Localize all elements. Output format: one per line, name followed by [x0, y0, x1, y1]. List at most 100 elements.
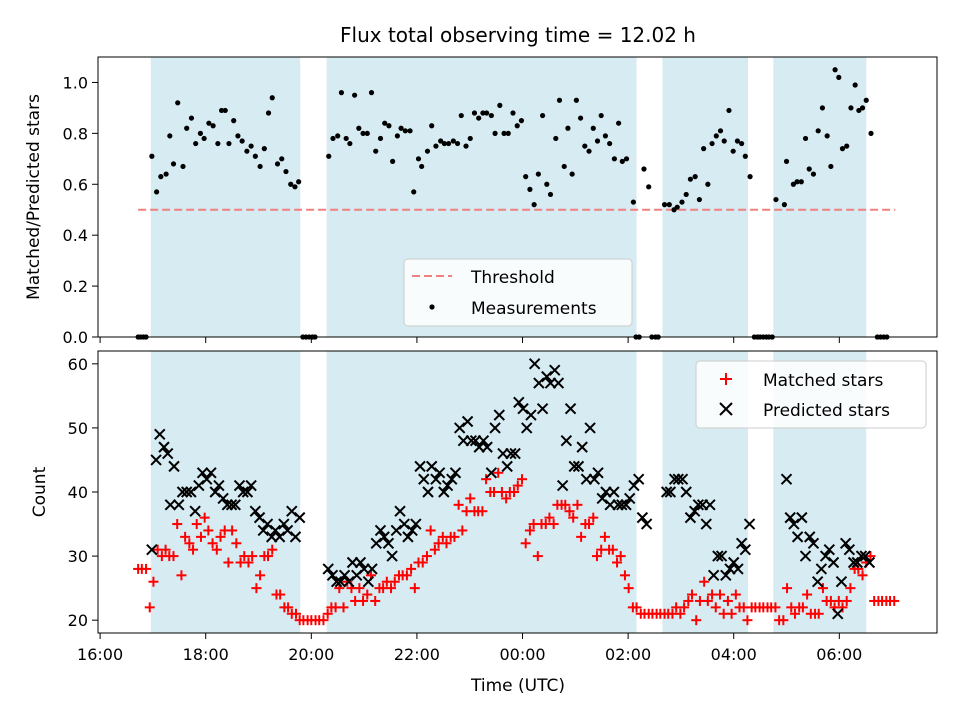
predicted-star-point [501, 460, 513, 473]
matched-star-point [251, 583, 262, 594]
measurement-point [438, 138, 444, 144]
predicted-star-point [623, 492, 636, 505]
count-panel: 20 30 40 50 60 16:00 18:00 20:00 22:00 00:00 02:0… [30, 350, 938, 696]
measurement-point [539, 112, 546, 119]
measurement-point [705, 181, 711, 187]
predicted-star-point [704, 499, 716, 511]
predicted-star-point [692, 499, 705, 511]
y-tick-label: 50 [68, 419, 88, 438]
measurement-point [288, 181, 294, 187]
measurement-point [419, 163, 425, 170]
matched-star-point [425, 525, 436, 536]
matched-star-point [223, 557, 234, 568]
measurement-point [197, 130, 204, 136]
measurement-point [616, 120, 622, 126]
measurement-point [556, 97, 563, 103]
predicted-star-point [684, 511, 697, 524]
matched-star-point [813, 608, 824, 619]
measurement-point [352, 92, 358, 98]
measurement-point [364, 130, 370, 136]
matched-star-point [512, 480, 523, 491]
matched-star-point [207, 538, 218, 549]
matched-star-point [421, 551, 432, 562]
matched-star-point [358, 595, 369, 606]
predicted-star-point [632, 473, 645, 485]
measurement-point [441, 140, 447, 147]
matched-star-point [409, 583, 420, 594]
predicted-star-point [628, 479, 640, 492]
predicted-star-point [676, 473, 689, 485]
predicted-star-point [823, 543, 835, 556]
matched-star-point [584, 519, 595, 530]
measurement-point [641, 166, 647, 172]
matched-star-point [370, 595, 381, 606]
predicted-star-point [528, 358, 541, 370]
predicted-star-point [564, 402, 577, 415]
measurement-point [497, 102, 503, 108]
predicted-star-point [209, 486, 221, 498]
ratio-legend: Threshold Measurements [403, 258, 633, 327]
predicted-star-point [715, 550, 728, 562]
measurement-point [586, 148, 592, 154]
matched-star-point [184, 538, 195, 549]
measurement-point [815, 128, 821, 134]
predicted-star-point [334, 576, 347, 588]
matched-star-point [770, 602, 781, 613]
predicted-star-point [269, 524, 282, 537]
measurement-point [661, 202, 668, 208]
measurement-point [463, 143, 469, 149]
predicted-star-point [739, 543, 752, 556]
predicted-star-point [394, 505, 406, 517]
predicted-star-point [477, 435, 490, 447]
matched-star-point [699, 576, 710, 587]
measurement-point [683, 191, 689, 198]
measurement-point [810, 171, 817, 177]
matched-star-point [441, 538, 452, 549]
measurement-point [283, 168, 289, 175]
matched-star-point [683, 595, 694, 606]
predicted-star-point [253, 511, 266, 524]
measurement-point [480, 110, 486, 116]
predicted-star-point [536, 402, 549, 415]
matched-star-point [509, 487, 520, 497]
predicted-star-point [241, 486, 254, 498]
predicted-star-point [189, 505, 201, 517]
measurement-point [646, 184, 652, 190]
predicted-star-point [168, 460, 180, 473]
predicted-star-point [664, 486, 677, 498]
matched-star-point [267, 544, 278, 555]
matched-star-point [227, 525, 238, 536]
measurement-point [794, 179, 800, 185]
x-tick-label: 16:00 [77, 645, 123, 664]
matched-star-point [675, 608, 686, 619]
measurement-point [175, 100, 181, 106]
predicted-star-point [433, 467, 446, 479]
matched-star-point [481, 474, 492, 485]
predicted-star-point [549, 364, 561, 376]
predicted-star-point [859, 550, 871, 562]
matched-star-point [144, 602, 155, 613]
predicted-star-point [158, 441, 170, 453]
matched-star-point [591, 551, 602, 562]
x-tick-label: 04:00 [711, 645, 757, 664]
measurement-point [630, 199, 636, 205]
measurement-point [471, 110, 478, 116]
measurement-point [514, 123, 520, 129]
measurement-point [467, 135, 473, 142]
measurement-point [206, 120, 212, 126]
measurement-point [248, 143, 254, 149]
matched-star-point [477, 506, 488, 517]
measurement-point [407, 128, 413, 134]
matched-star-point [853, 563, 864, 574]
predicted-star-point [273, 531, 286, 543]
measurement-point [377, 135, 384, 142]
measurement-point [839, 146, 846, 152]
predicted-star-point [815, 563, 828, 575]
measurement-point [742, 153, 748, 159]
legend-measurements-label: Measurements [471, 299, 597, 319]
measurement-point [501, 130, 507, 136]
predicted-star-point [465, 435, 478, 447]
measurement-point [856, 107, 862, 114]
matched-star-point [275, 589, 286, 600]
measurement-point [561, 163, 567, 170]
